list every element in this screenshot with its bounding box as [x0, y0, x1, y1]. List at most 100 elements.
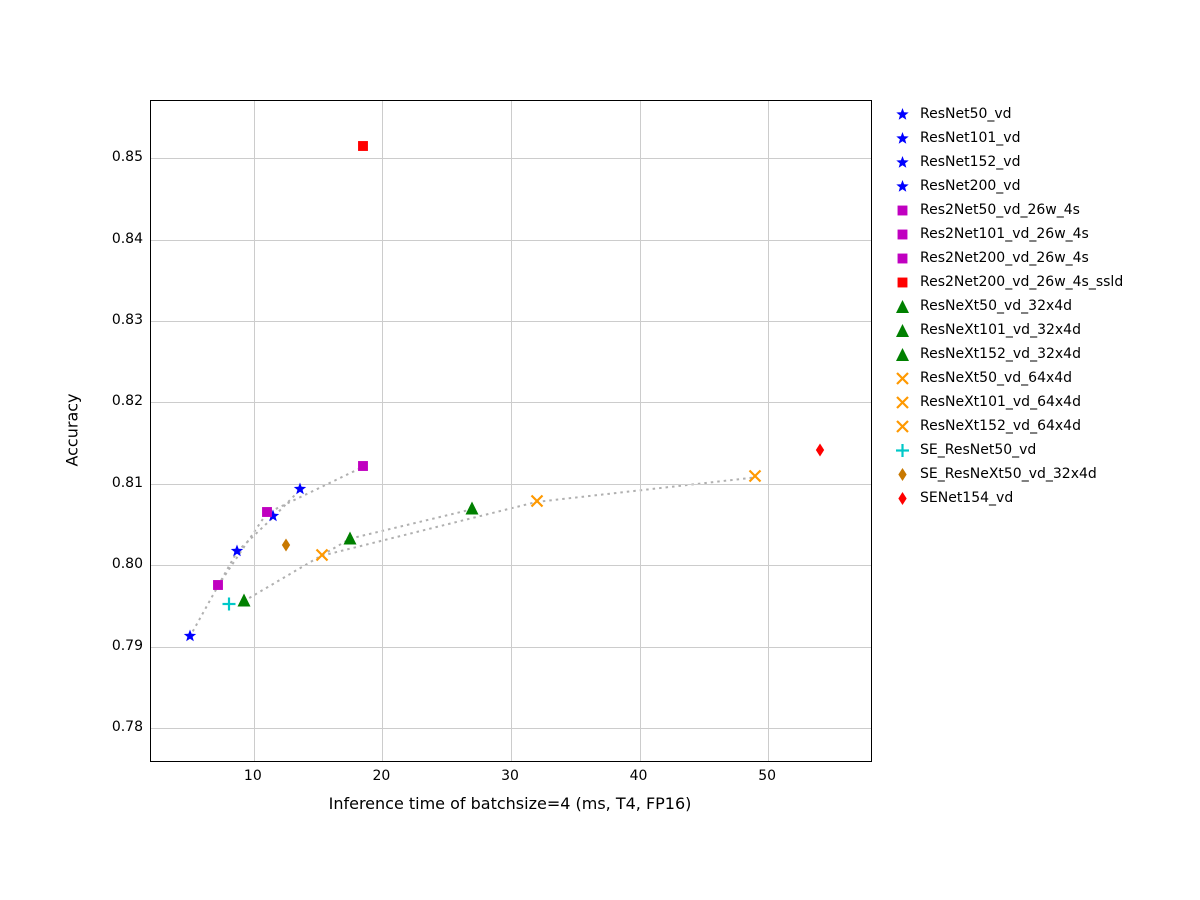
x-icon [888, 372, 916, 385]
legend-label: ResNeXt152_vd_32x4d [916, 346, 1081, 362]
data-point [223, 595, 236, 614]
legend-item: ResNeXt152_vd_32x4d [888, 342, 1123, 366]
x-tick-label: 10 [244, 768, 262, 784]
y-axis-label: Accuracy [63, 393, 82, 466]
data-point [344, 529, 357, 548]
legend-item: SE_ResNet50_vd [888, 438, 1123, 462]
x-icon [888, 396, 916, 409]
star-icon [888, 180, 916, 193]
data-point [749, 468, 762, 487]
x-tick-label: 40 [630, 768, 648, 784]
legend-label: SENet154_vd [916, 490, 1013, 506]
x-axis-label: Inference time of batchsize=4 (ms, T4, F… [329, 794, 692, 813]
legend-label: Res2Net50_vd_26w_4s [916, 202, 1080, 218]
gridline-horizontal [151, 158, 871, 159]
legend-item: SE_ResNeXt50_vd_32x4d [888, 462, 1123, 486]
gridline-horizontal [151, 321, 871, 322]
gridline-horizontal [151, 240, 871, 241]
y-tick-label: 0.84 [105, 231, 143, 247]
legend-item: ResNet101_vd [888, 126, 1123, 150]
gridline-horizontal [151, 402, 871, 403]
y-tick-label: 0.82 [105, 393, 143, 409]
gridline-vertical [768, 101, 769, 761]
legend-label: ResNeXt50_vd_64x4d [916, 370, 1072, 386]
y-tick-label: 0.83 [105, 312, 143, 328]
square-icon [888, 276, 916, 289]
legend-item: ResNeXt50_vd_32x4d [888, 294, 1123, 318]
legend-label: ResNet50_vd [916, 106, 1012, 122]
gridline-vertical [254, 101, 255, 761]
gridline-horizontal [151, 728, 871, 729]
legend-item: Res2Net101_vd_26w_4s [888, 222, 1123, 246]
star-icon [888, 108, 916, 121]
square-icon [888, 228, 916, 241]
series-connector-line [322, 477, 755, 555]
legend-item: ResNeXt50_vd_64x4d [888, 366, 1123, 390]
gridline-vertical [511, 101, 512, 761]
x-tick-label: 30 [501, 768, 519, 784]
data-point [466, 500, 479, 519]
plot-area [150, 100, 872, 762]
legend-label: ResNet101_vd [916, 130, 1020, 146]
legend-label: ResNeXt101_vd_64x4d [916, 394, 1081, 410]
data-point [211, 576, 224, 595]
diamond-icon [888, 468, 916, 481]
legend-label: ResNeXt152_vd_64x4d [916, 418, 1081, 434]
legend-item: ResNeXt101_vd_64x4d [888, 390, 1123, 414]
x-tick-label: 20 [373, 768, 391, 784]
gridline-horizontal [151, 565, 871, 566]
x-tick-label: 50 [758, 768, 776, 784]
legend-label: ResNeXt50_vd_32x4d [916, 298, 1072, 314]
gridline-vertical [382, 101, 383, 761]
triangle-icon [888, 324, 916, 337]
chart-container: Inference time of batchsize=4 (ms, T4, F… [0, 0, 1200, 900]
data-point [294, 480, 307, 499]
y-tick-label: 0.79 [105, 638, 143, 654]
legend-label: ResNet200_vd [916, 178, 1020, 194]
star-icon [888, 156, 916, 169]
legend-item: Res2Net50_vd_26w_4s [888, 198, 1123, 222]
data-point [357, 138, 370, 157]
legend-item: ResNet200_vd [888, 174, 1123, 198]
legend-item: ResNeXt152_vd_64x4d [888, 414, 1123, 438]
plus-icon [888, 444, 916, 457]
legend-label: Res2Net101_vd_26w_4s [916, 226, 1089, 242]
data-point [280, 536, 293, 555]
gridline-horizontal [151, 647, 871, 648]
data-point [530, 492, 543, 511]
legend-item: ResNeXt101_vd_32x4d [888, 318, 1123, 342]
square-icon [888, 204, 916, 217]
data-point [183, 628, 196, 647]
series-connector-line [190, 490, 301, 637]
legend-item: Res2Net200_vd_26w_4s_ssld [888, 270, 1123, 294]
triangle-icon [888, 348, 916, 361]
legend-label: ResNeXt101_vd_32x4d [916, 322, 1081, 338]
legend-item: ResNet50_vd [888, 102, 1123, 126]
data-point [357, 457, 370, 476]
y-tick-label: 0.81 [105, 475, 143, 491]
legend-label: ResNet152_vd [916, 154, 1020, 170]
legend-item: Res2Net200_vd_26w_4s [888, 246, 1123, 270]
x-icon [888, 420, 916, 433]
y-tick-label: 0.78 [105, 719, 143, 735]
data-point [316, 546, 329, 565]
legend-label: Res2Net200_vd_26w_4s_ssld [916, 274, 1123, 290]
data-point [260, 504, 273, 523]
y-tick-label: 0.85 [105, 149, 143, 165]
data-point [813, 442, 826, 461]
legend: ResNet50_vd ResNet101_vd ResNet152_vd ResNe… [888, 102, 1123, 510]
legend-item: ResNet152_vd [888, 150, 1123, 174]
star-icon [888, 132, 916, 145]
y-tick-label: 0.80 [105, 556, 143, 572]
gridline-vertical [640, 101, 641, 761]
legend-label: SE_ResNet50_vd [916, 442, 1036, 458]
square-icon [888, 252, 916, 265]
diamond-icon [888, 492, 916, 505]
data-point [231, 542, 244, 561]
legend-label: SE_ResNeXt50_vd_32x4d [916, 466, 1097, 482]
triangle-icon [888, 300, 916, 313]
legend-label: Res2Net200_vd_26w_4s [916, 250, 1089, 266]
data-point [237, 592, 250, 611]
legend-item: SENet154_vd [888, 486, 1123, 510]
gridline-horizontal [151, 484, 871, 485]
